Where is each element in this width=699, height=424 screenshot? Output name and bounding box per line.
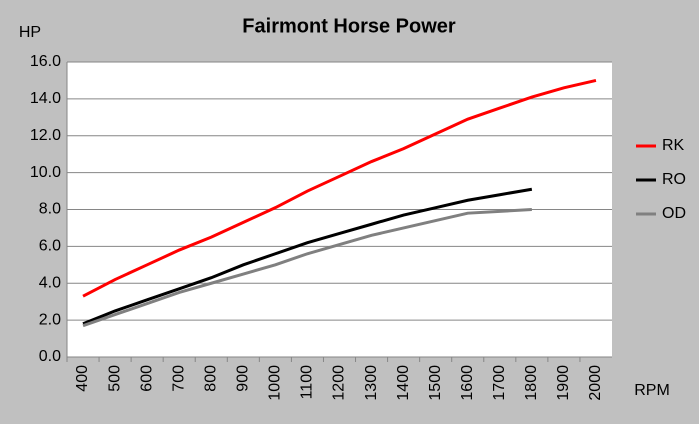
x-tick-label: 1200 — [331, 365, 348, 401]
x-axis-label: RPM — [634, 382, 670, 399]
y-axis-label: HP — [19, 24, 41, 41]
legend-label: OD — [662, 205, 686, 222]
legend-label: RK — [662, 137, 685, 154]
x-tick-label: 400 — [74, 365, 91, 392]
x-tick-label: 800 — [202, 365, 219, 392]
series-line — [82, 187, 533, 326]
y-tick-label: 6.0 — [39, 238, 61, 255]
y-tick-label: 14.0 — [30, 90, 61, 107]
y-tick-label: 16.0 — [30, 53, 61, 70]
x-tick-label: 500 — [106, 365, 123, 392]
y-tick-label: 2.0 — [39, 311, 61, 328]
x-tick-label: 1300 — [363, 365, 380, 401]
x-tick-label: 600 — [138, 365, 155, 392]
y-tick-label: 0.0 — [39, 348, 61, 365]
x-tick-label: 1900 — [555, 365, 572, 401]
x-tick-label: 900 — [235, 365, 252, 392]
y-tick-label: 8.0 — [39, 201, 61, 218]
y-tick-label: 12.0 — [30, 127, 61, 144]
x-tick-label: 1100 — [299, 365, 316, 400]
x-tick-label: 1000 — [267, 365, 284, 401]
x-tick-label: 1500 — [427, 365, 444, 401]
x-tick-label: 1600 — [459, 365, 476, 401]
y-tick-label: 10.0 — [30, 164, 61, 181]
series-line — [82, 78, 597, 298]
x-tick-label: 1700 — [491, 365, 508, 401]
x-tick-label: 1400 — [395, 365, 412, 401]
y-tick-label: 4.0 — [39, 274, 61, 291]
series-line — [82, 208, 532, 328]
x-tick-label: 1800 — [523, 365, 540, 401]
legend-label: RO — [662, 171, 686, 188]
x-tick-label: 2000 — [587, 365, 604, 401]
chart-title: Fairmont Horse Power — [242, 15, 456, 37]
x-tick-label: 700 — [170, 365, 187, 392]
